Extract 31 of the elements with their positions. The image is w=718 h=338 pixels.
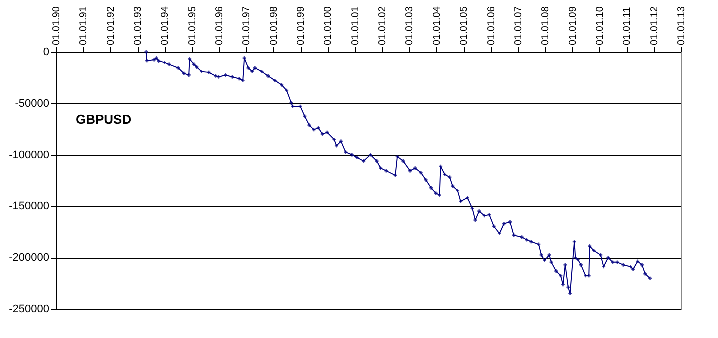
y-tick-label: -250000 xyxy=(9,304,50,316)
x-tick-label: 01.01.02 xyxy=(378,6,389,46)
y-tick-label: 0 xyxy=(43,46,50,58)
x-tick-label: 01.01.93 xyxy=(133,6,144,46)
x-tick-label: 01.01.00 xyxy=(323,6,334,46)
x-tick-label: 01.01.91 xyxy=(78,6,90,46)
y-tick-label: -100000 xyxy=(9,149,50,162)
x-tick-label: 01.01.03 xyxy=(404,6,416,46)
x-tick-label: 01.01.90 xyxy=(52,6,62,46)
x-tick-label: 01.01.95 xyxy=(187,6,198,46)
x-tick-label: 01.01.11 xyxy=(622,6,634,46)
x-tick-label: 01.01.06 xyxy=(486,6,498,46)
x-tick-label: 01.01.07 xyxy=(513,6,524,46)
x-tick-label: 01.01.10 xyxy=(594,6,606,46)
y-tick-label: -50000 xyxy=(15,98,50,110)
x-tick-label: 01.01.97 xyxy=(242,6,253,46)
x-tick-label: 01.01.05 xyxy=(459,6,470,46)
x-tick-label: 01.01.96 xyxy=(214,6,226,46)
x-tick-label: 01.01.13 xyxy=(676,6,688,46)
x-tick-label: 01.01.08 xyxy=(540,6,552,46)
y-tick-label: -150000 xyxy=(9,200,50,213)
x-tick-label: 01.01.01 xyxy=(350,6,362,46)
x-tick-label: 01.01.92 xyxy=(106,6,117,46)
x-tick-label: 01.01.09 xyxy=(568,6,579,46)
x-tick-label: 01.01.98 xyxy=(268,6,280,46)
text: GBPUSD xyxy=(76,112,132,127)
x-tick-label: 01.01.12 xyxy=(649,6,660,46)
y-tick-label: -200000 xyxy=(9,252,50,264)
x-tick-label: 01.01.99 xyxy=(296,6,308,46)
x-tick-label: 01.01.04 xyxy=(432,6,443,46)
x-tick-label: 01.01.94 xyxy=(160,6,172,46)
